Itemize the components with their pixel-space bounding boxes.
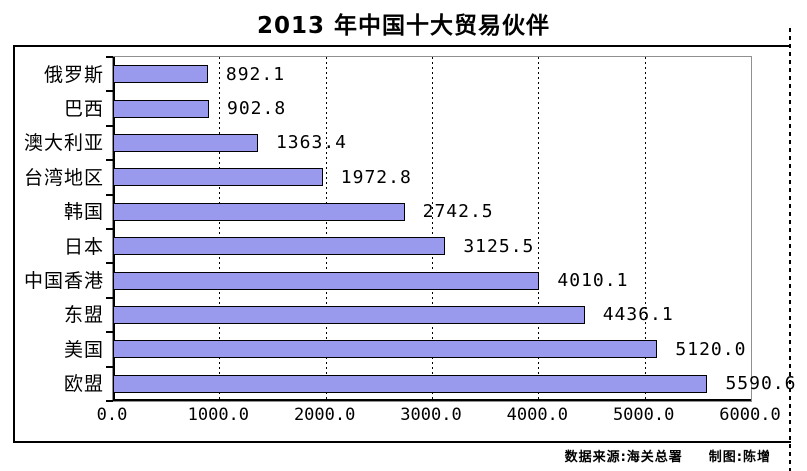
y-axis-tick <box>106 193 113 196</box>
y-axis-tick <box>106 296 113 299</box>
bar-value-label: 5590.6 <box>725 373 797 395</box>
category-label-美国: 美国 <box>63 338 104 361</box>
x-axis-label-3000: 3000.0 <box>400 405 462 425</box>
category-label-欧盟: 欧盟 <box>63 373 104 396</box>
bar-东盟 <box>113 306 585 324</box>
bar-value-label: 3125.5 <box>463 235 535 257</box>
gridline-5000 <box>644 57 646 401</box>
bar-俄罗斯 <box>113 65 208 84</box>
credit-note: 制图:陈增 <box>708 450 771 465</box>
bar-value-label: 892.1 <box>225 63 286 85</box>
value-axis-labels: 0.0 1000.0 2000.0 3000.0 4000.0 5000.0 6000.0 <box>97 405 781 427</box>
page-break-dashed-line <box>789 28 791 471</box>
bar-value-label: 4010.1 <box>557 270 629 292</box>
gridline-2000 <box>325 57 327 401</box>
y-axis-tick <box>106 262 113 265</box>
x-axis-label-4000: 4000.0 <box>506 405 569 425</box>
x-axis-label-6000: 6000.0 <box>719 405 781 425</box>
bar-value-label: 5120.0 <box>675 338 747 360</box>
bar-中国香港 <box>113 271 540 290</box>
category-label-中国香港: 中国香港 <box>23 270 104 293</box>
chart-title: 2013 年中国十大贸易伙伴 <box>256 13 551 39</box>
y-axis-tick <box>106 365 113 368</box>
source-note: 数据来源:海关总署 <box>564 450 683 465</box>
y-axis-tick <box>106 124 113 127</box>
category-label-日本: 日本 <box>63 235 104 258</box>
category-label-俄罗斯: 俄罗斯 <box>43 63 104 86</box>
x-axis-label-1000: 1000.0 <box>187 405 250 425</box>
y-axis-tick <box>106 400 113 402</box>
gridline-3000 <box>432 57 433 401</box>
footer-note: 数据来源:海关总署 制图:陈增 <box>565 446 771 465</box>
y-axis-tick <box>106 159 113 162</box>
bar-美国 <box>113 340 658 359</box>
bar-日本 <box>113 237 446 256</box>
bar-value-label: 902.8 <box>226 98 287 120</box>
category-label-台湾地区: 台湾地区 <box>23 166 104 189</box>
gridline-1000 <box>219 57 221 401</box>
y-axis-tick <box>106 331 113 334</box>
category-label-东盟: 东盟 <box>63 304 104 327</box>
gridline-4000 <box>538 57 540 401</box>
x-axis-label-2000: 2000.0 <box>293 405 356 425</box>
plot-area: 892.1 902.8 1363.4 1972.8 2742.5 3125.5 4010.1… <box>106 56 795 402</box>
y-axis-tick <box>106 228 113 230</box>
bar-value-label: 4436.1 <box>602 304 674 326</box>
bar-value-label: 1363.4 <box>275 132 347 154</box>
category-label-澳大利亚: 澳大利亚 <box>23 132 104 155</box>
category-label-巴西: 巴西 <box>63 98 104 121</box>
x-axis-label-5000: 5000.0 <box>612 405 675 425</box>
y-axis-tick <box>106 90 113 93</box>
y-axis-line <box>113 57 115 401</box>
bar-澳大利亚 <box>113 134 258 152</box>
bar-巴西 <box>113 99 209 118</box>
bar-韩国 <box>113 202 405 221</box>
y-axis-tick <box>106 56 113 58</box>
bar-value-label: 1972.8 <box>340 166 412 188</box>
category-label-韩国: 韩国 <box>63 201 104 224</box>
category-axis-labels: 俄罗斯巴西澳大利亚台湾地区韩国日本中国香港东盟美国欧盟 <box>13 56 104 400</box>
bar-欧盟 <box>113 374 708 393</box>
x-axis-label-0: 0.0 <box>96 405 128 425</box>
bar-value-label: 2742.5 <box>422 201 494 223</box>
bar-台湾地区 <box>113 168 323 187</box>
